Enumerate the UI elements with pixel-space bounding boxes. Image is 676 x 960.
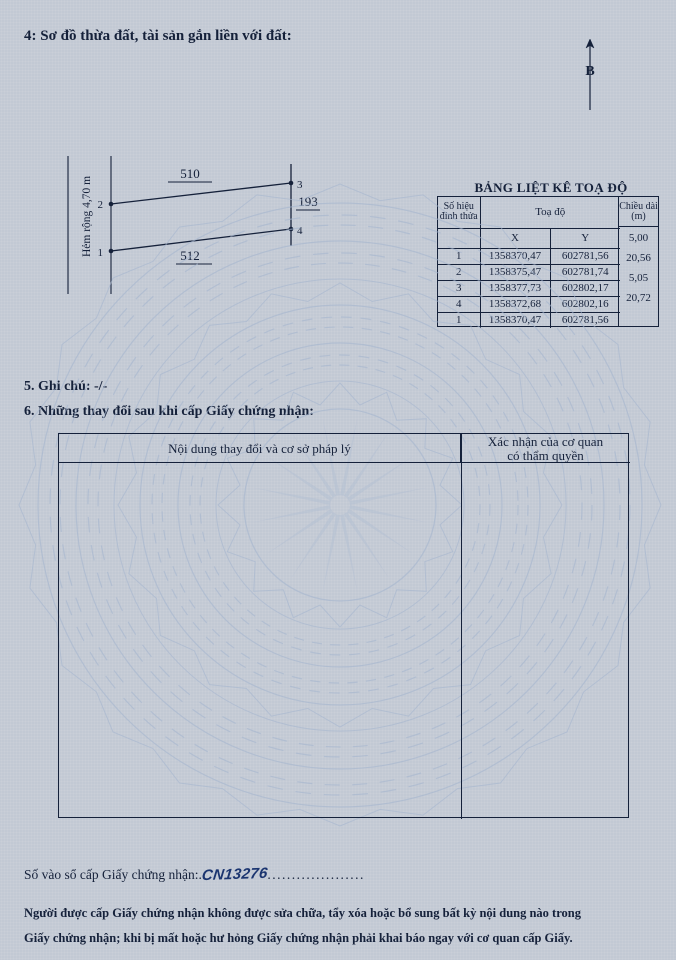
svg-text:510: 510	[180, 166, 200, 181]
svg-text:512: 512	[180, 248, 200, 263]
svg-text:193: 193	[298, 194, 318, 209]
svg-text:4: 4	[297, 225, 303, 237]
svg-text:Hẻm rộng 4,70 m: Hẻm rộng 4,70 m	[81, 176, 93, 257]
svg-text:3: 3	[297, 179, 303, 191]
svg-text:1: 1	[98, 247, 104, 259]
svg-text:2: 2	[98, 199, 104, 211]
